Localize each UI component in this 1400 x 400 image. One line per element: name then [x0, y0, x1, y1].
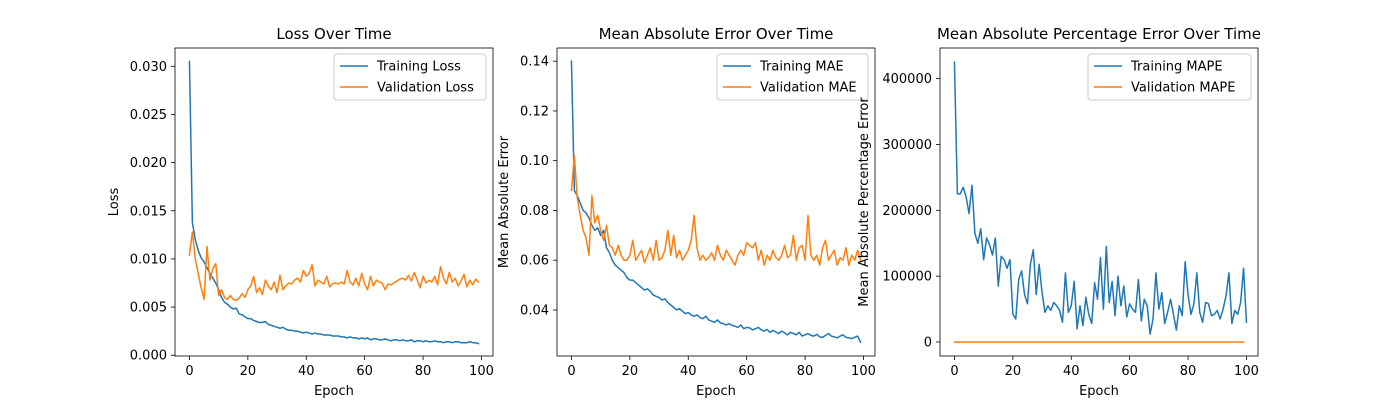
- y-tick-label: 0.010: [130, 252, 167, 267]
- series-line-1: [570, 60, 862, 344]
- legend-label: Validation MAPE: [1131, 81, 1236, 96]
- y-tick-label: 100000: [882, 270, 932, 285]
- legend-box: [333, 53, 487, 101]
- legend-box: [1087, 53, 1252, 101]
- y-tick-label: 0: [924, 336, 932, 351]
- legend-label: Training Loss: [376, 60, 461, 75]
- legend-box: [716, 53, 869, 101]
- x-axis-label: Epoch: [1079, 384, 1119, 399]
- series-line-2: [570, 154, 862, 266]
- x-tick-label: 100: [469, 364, 494, 379]
- x-tick-label: 0: [950, 364, 958, 379]
- y-tick-label: 400000: [882, 72, 932, 87]
- y-tick-label: 200000: [882, 204, 932, 219]
- legend: Training Loss Validation Loss: [333, 53, 487, 101]
- y-tick-label: 300000: [882, 138, 932, 153]
- x-tick-label: 60: [1121, 364, 1138, 379]
- y-tick-label: 0.12: [520, 104, 549, 119]
- chart-title: Mean Absolute Error Over Time: [599, 25, 834, 43]
- x-tick-label: 20: [240, 364, 257, 379]
- x-tick-label: 60: [738, 364, 755, 379]
- y-tick-label: 0.025: [130, 108, 167, 123]
- y-tick-label: 0.015: [130, 204, 167, 219]
- plot-frame: [939, 47, 1259, 357]
- x-tick-label: 80: [797, 364, 814, 379]
- legend-label: Training MAE: [759, 60, 844, 75]
- y-axis-label: Mean Absolute Percentage Error: [857, 97, 872, 307]
- legend: Training MAE Validation MAE: [716, 53, 869, 101]
- series-line-2: [188, 231, 480, 302]
- y-tick-label: 0.04: [520, 303, 549, 318]
- legend-label: Validation MAE: [760, 81, 857, 96]
- y-tick-label: 0.14: [520, 55, 549, 70]
- x-tick-label: 40: [298, 364, 315, 379]
- chart-title: Loss Over Time: [276, 25, 391, 43]
- series-line-1: [953, 61, 1248, 335]
- y-axis-label: Loss: [107, 188, 122, 217]
- x-tick-label: 80: [1180, 364, 1197, 379]
- y-tick-label: 0.000: [130, 349, 167, 364]
- chart-title: Mean Absolute Percentage Error Over Time: [937, 25, 1261, 43]
- plot-frame: [556, 47, 876, 357]
- x-tick-label: 20: [1005, 364, 1022, 379]
- x-axis-label: Epoch: [696, 384, 736, 399]
- y-tick-label: 0.030: [130, 60, 167, 75]
- x-tick-label: 100: [851, 364, 876, 379]
- x-tick-label: 40: [1063, 364, 1080, 379]
- x-tick-label: 60: [356, 364, 373, 379]
- chart-2: 0 20 40 60 80 100 0.04 0.06 0.08 0.10 0.12 0.14 Mean…: [497, 25, 876, 399]
- y-tick-label: 0.08: [520, 204, 549, 219]
- y-tick-label: 0.06: [520, 254, 549, 269]
- plot-frame: [174, 47, 494, 357]
- legend: Training MAPE Validation MAPE: [1087, 53, 1252, 101]
- legend-label: Training MAPE: [1130, 60, 1223, 75]
- x-axis-label: Epoch: [314, 384, 354, 399]
- x-tick-label: 80: [415, 364, 432, 379]
- y-tick-label: 0.10: [520, 154, 549, 169]
- x-tick-label: 100: [1234, 364, 1259, 379]
- legend-label: Validation Loss: [377, 81, 474, 96]
- y-tick-label: 0.005: [130, 301, 167, 316]
- x-tick-label: 20: [622, 364, 639, 379]
- x-tick-label: 40: [680, 364, 697, 379]
- x-tick-label: 0: [567, 364, 575, 379]
- y-axis-label: Mean Absolute Error: [497, 135, 512, 268]
- y-tick-label: 0.020: [130, 156, 167, 171]
- series-line-1: [188, 60, 480, 345]
- chart-3: 0 20 40 60 80 100 0 100000 200000 300000 400000 Mea…: [857, 25, 1261, 399]
- x-tick-label: 0: [185, 364, 193, 379]
- chart-1: 0 20 40 60 80 100 0.000 0.005 0.010 0.015 0.020 0.0…: [107, 25, 494, 399]
